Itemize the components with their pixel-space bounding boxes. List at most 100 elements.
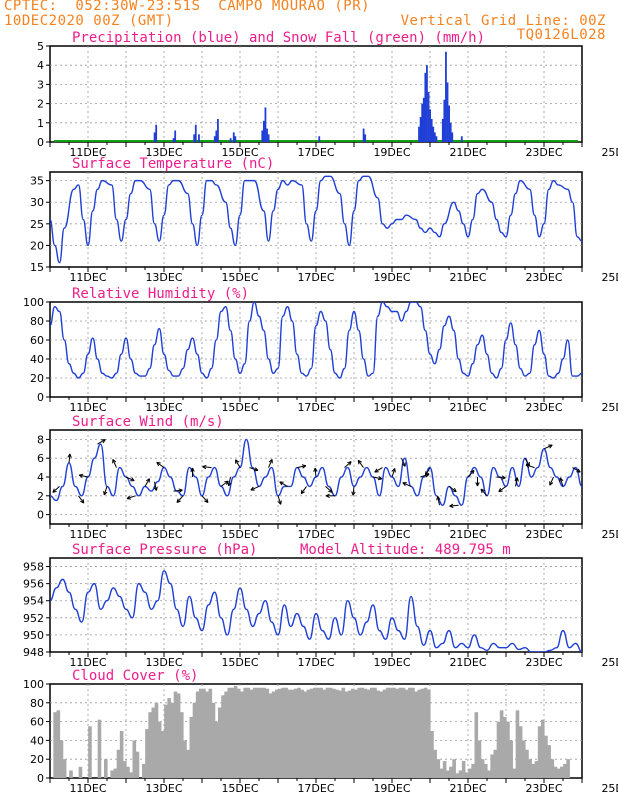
cloud-bar (151, 707, 156, 778)
cloud-bar (309, 688, 314, 778)
cloud-bar (496, 721, 501, 778)
x-tick-label: 21DEC (449, 782, 486, 795)
wind-arrow (176, 495, 184, 503)
cloud-bar (199, 688, 203, 778)
wind-arrow (402, 482, 412, 487)
y-tick-label: 15 (30, 261, 44, 274)
x-tick-label: 11DEC (69, 782, 106, 795)
cloud-bar (252, 687, 257, 778)
x-tick-label: 17DEC (297, 401, 334, 414)
x-tick-label: 13DEC (145, 528, 182, 541)
wind-arrow-head (224, 480, 229, 485)
cloud-bar (420, 688, 425, 778)
cloud-bar (325, 687, 330, 778)
cloud-bar (278, 688, 282, 778)
x-tick-label: 13DEC (145, 782, 182, 795)
wind-arrow (97, 439, 106, 445)
wind-arrow-head (67, 453, 72, 458)
cloud-bar (148, 712, 152, 778)
x-tick-label: 11DEC (69, 528, 106, 541)
x-tick-label: 23DEC (525, 782, 562, 795)
cloud-bar (506, 721, 510, 778)
cloud-bar (499, 710, 504, 778)
y-tick-label: 35 (30, 175, 44, 188)
cloud-bar (503, 716, 507, 778)
wind-arrow (103, 486, 108, 496)
x-tick-label: 13DEC (145, 271, 182, 284)
cloud-bar (484, 763, 488, 778)
precip-bar (364, 134, 367, 142)
cloud-bar (97, 719, 102, 778)
x-tick-label: 17DEC (297, 656, 334, 669)
cloud-bar (344, 691, 349, 778)
precip-panel: 0 1 2 3 4 5 11DEC 13DEC 15DEC 17DEC 19DEC 21DEC 23DE… (37, 30, 618, 159)
cloud-bar (433, 749, 437, 778)
y-tick-label: 5 (37, 40, 44, 53)
precip-bar (172, 138, 175, 142)
wind-arrow-head (391, 468, 396, 473)
cloud-bar (256, 687, 260, 778)
wind-arrow-head (452, 487, 457, 493)
cloud-bar (525, 749, 529, 778)
wind-arrow-head (101, 439, 106, 444)
y-tick-label: 100 (23, 678, 44, 691)
wind-arrow (79, 474, 89, 478)
cloud-bar (319, 687, 323, 778)
y-tick-label: 0 (37, 509, 44, 522)
y-tick-label: 954 (23, 595, 44, 608)
wind-arrow-head (80, 499, 85, 504)
cloud-bar (313, 687, 317, 778)
x-tick-label: 17DEC (297, 528, 334, 541)
cloud-bar (246, 687, 251, 778)
wind-arrow-head (190, 467, 195, 472)
wind-arrow-head (235, 459, 240, 464)
pressure-panel: 948 950 952 954 956 958 11DEC 13DEC 15DEC 17DEC 19… (23, 542, 618, 669)
wind-arrow-head (328, 488, 333, 493)
x-tick-label: 17DEC (297, 782, 334, 795)
x-tick-label: 23DEC (525, 401, 562, 414)
wind-arrow-head (227, 481, 232, 487)
y-tick-label: 20 (30, 372, 44, 385)
cloud-bar (78, 766, 83, 778)
x-tick-label: 21DEC (449, 146, 486, 159)
wind-arrow (448, 485, 457, 493)
cloud-bar (335, 689, 339, 778)
wind-arrow (125, 476, 135, 482)
cloud-bar (88, 726, 92, 778)
cloud-bar (547, 745, 551, 778)
cloud-bar (123, 761, 127, 778)
wind-arrow (314, 467, 317, 478)
pressure-title: Surface Pressure (hPa) (72, 542, 257, 558)
cloud-bar (56, 710, 61, 778)
wind-arrow (425, 467, 431, 476)
wind-arrow (401, 457, 406, 467)
cloud-bar (385, 687, 390, 778)
precip-bar (234, 136, 237, 142)
cloud-bar (411, 687, 415, 778)
precip-bar (217, 118, 219, 142)
wind-arrow (480, 488, 488, 497)
x-tick-label: 13DEC (145, 146, 182, 159)
x-tick-label: 19DEC (373, 782, 410, 795)
cloud-bar (300, 689, 304, 778)
x-tick-label: 15DEC (221, 782, 258, 795)
cloud-bar (360, 687, 365, 778)
cloud-bar (62, 759, 67, 778)
wind-arrow (173, 489, 183, 492)
cloud-bar (541, 719, 545, 778)
cloud-bar (338, 690, 342, 778)
wind-arrow-head (425, 471, 430, 476)
cloud-bar (157, 721, 162, 778)
cloud-bar (373, 687, 377, 778)
precip-bar (262, 120, 265, 142)
cloud-bar (389, 687, 393, 778)
precip-bar (424, 72, 427, 142)
cloud-bar (142, 763, 146, 778)
x-tick-label: 11DEC (69, 401, 106, 414)
wind-arrow (437, 496, 440, 506)
cloud-bar (233, 685, 238, 778)
wind-arrow (156, 461, 165, 469)
wind-arrow-head (525, 463, 530, 468)
x-tick-label: 23DEC (525, 271, 562, 284)
cloud-bar (395, 688, 399, 778)
